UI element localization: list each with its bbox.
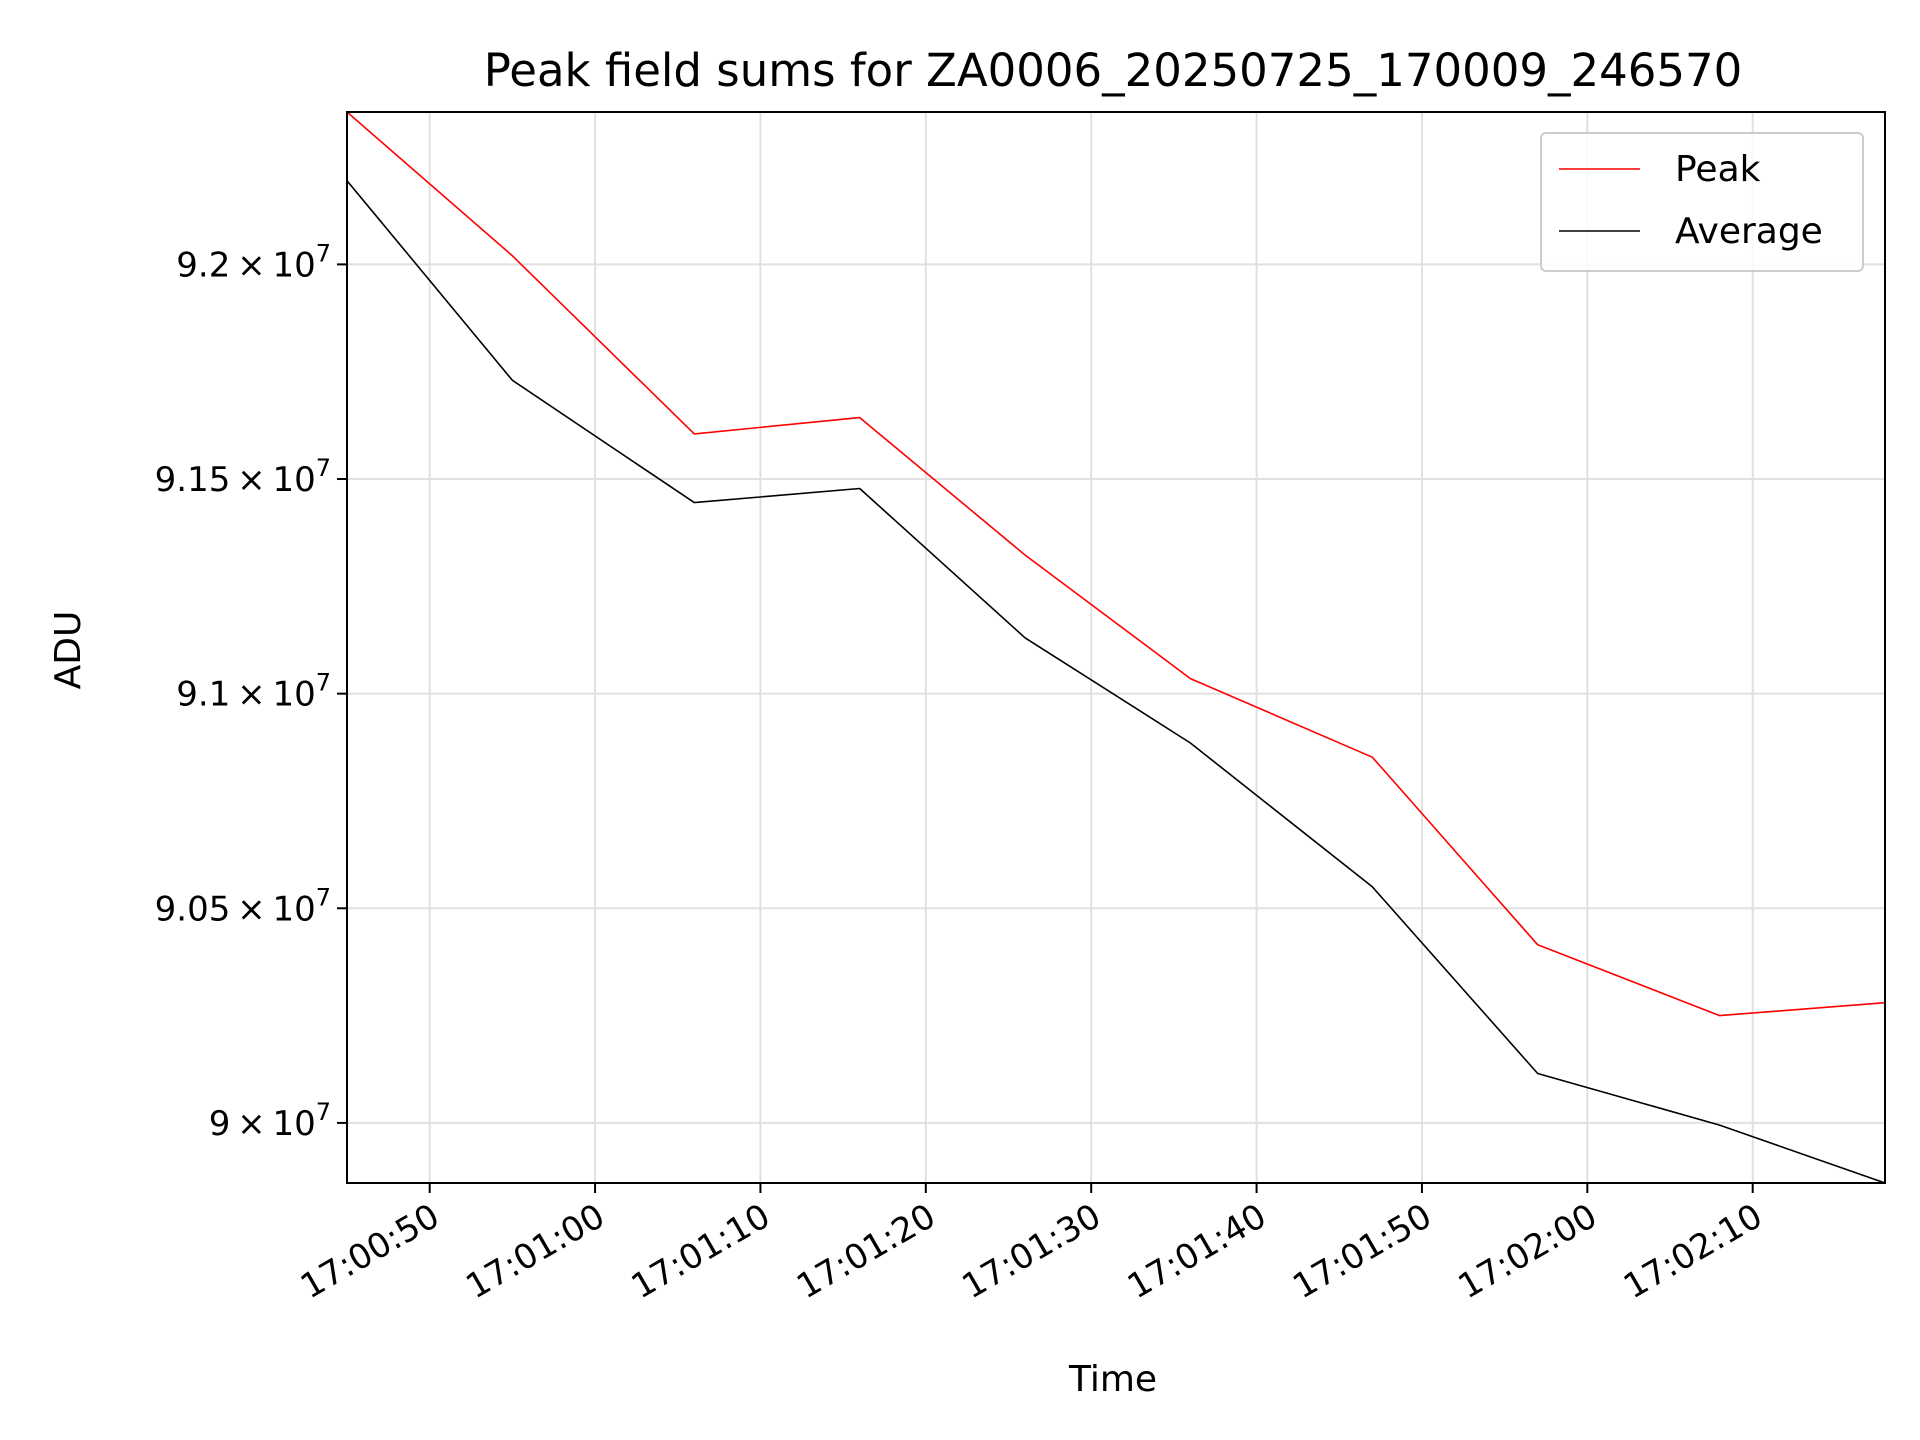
y-tick-times: × 10 — [230, 889, 315, 929]
series-group — [347, 112, 1885, 1183]
y-tick-label: 9.15 × 107 — [155, 454, 331, 500]
x-axis-title: Time — [1068, 1359, 1157, 1400]
y-tick-label: 9 × 107 — [209, 1098, 331, 1144]
y-tick-exponent: 7 — [316, 239, 331, 267]
y-tick-exponent: 7 — [316, 669, 331, 697]
y-tick-times: × 10 — [230, 460, 315, 500]
x-tick-label: 17:01:00 — [459, 1196, 611, 1307]
legend-label-average: Average — [1675, 211, 1823, 252]
legend: Peak Average — [1540, 132, 1864, 272]
y-axis-title: ADU — [48, 611, 89, 690]
x-axis: 17:00:50 17:01:00 17:01:10 17:01:20 17:01:30… — [294, 1183, 1769, 1307]
y-tick-label: 9.05 × 107 — [155, 883, 331, 929]
x-tick-label: 17:01:40 — [1121, 1196, 1273, 1307]
legend-box — [1540, 132, 1864, 272]
x-tick-label: 17:01:10 — [625, 1196, 777, 1307]
grid — [347, 112, 1885, 1183]
y-tick-times: × 10 — [230, 1104, 315, 1144]
x-tick-label: 17:00:50 — [294, 1196, 446, 1307]
x-tick-label: 17:01:20 — [790, 1196, 942, 1307]
y-tick-mantissa: 9.1 — [176, 675, 230, 715]
series-line-peak — [347, 112, 1885, 1017]
chart-title: Peak field sums for ZA0006_20250725_1700… — [484, 44, 1743, 97]
y-tick-exponent: 7 — [316, 1098, 331, 1126]
plot-area — [346, 111, 1886, 1184]
x-tick-label: 17:01:30 — [955, 1196, 1107, 1307]
y-tick-label: 9.1 × 107 — [176, 669, 331, 715]
legend-label-peak: Peak — [1675, 149, 1761, 190]
x-tick-label: 17:02:10 — [1617, 1196, 1769, 1307]
y-tick-exponent: 7 — [316, 454, 331, 482]
y-tick-mantissa: 9.2 — [176, 245, 230, 285]
y-tick-times: × 10 — [230, 675, 315, 715]
y-tick-label: 9.2 × 107 — [176, 239, 331, 285]
y-tick-times: × 10 — [230, 245, 315, 285]
x-tick-label: 17:02:00 — [1452, 1196, 1604, 1307]
y-tick-mantissa: 9.05 — [155, 889, 231, 929]
y-tick-mantissa: 9 — [209, 1104, 231, 1144]
x-tick-label: 17:01:50 — [1286, 1196, 1438, 1307]
y-tick-exponent: 7 — [316, 883, 331, 911]
y-tick-mantissa: 9.15 — [155, 460, 231, 500]
series-line-average — [347, 180, 1885, 1183]
